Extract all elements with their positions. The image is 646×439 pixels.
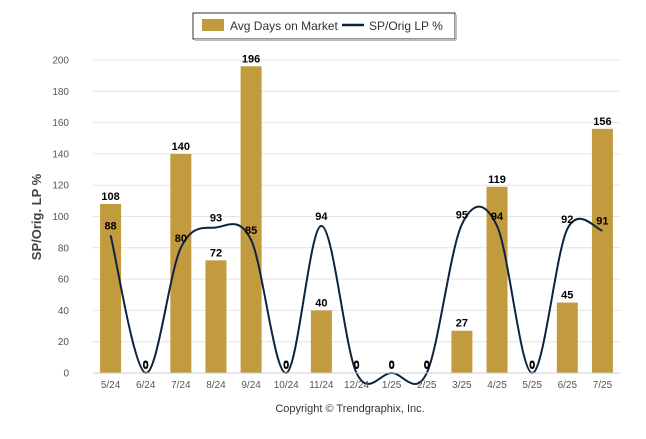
bars	[100, 66, 613, 373]
line-point-label: 94	[315, 211, 328, 223]
x-tick-label: 10/24	[274, 380, 299, 391]
bar-value-label: 0	[529, 360, 535, 372]
bar-7/24	[170, 153, 192, 373]
bar-value-label: 108	[101, 191, 119, 203]
line-point-label: 88	[104, 220, 116, 232]
x-tick-label: 9/24	[241, 380, 261, 391]
line-point-label: 0	[353, 359, 359, 371]
bar-6/25	[556, 302, 578, 373]
y-tick-label: 140	[52, 149, 69, 160]
bar-7/25	[591, 128, 613, 373]
y-tick-label: 200	[52, 56, 69, 67]
y-tick-label: 80	[58, 243, 70, 254]
bar-value-label: 0	[353, 360, 359, 372]
bar-3/25	[451, 330, 473, 373]
x-tick-label: 4/25	[487, 380, 507, 391]
y-tick-label: 0	[63, 369, 69, 380]
line-point-label: 80	[175, 233, 187, 245]
bar-value-label: 0	[283, 360, 289, 372]
line-point-label: 0	[283, 359, 289, 371]
y-axis-title: SP/Orig. LP %	[29, 173, 44, 260]
bar-value-label: 45	[561, 290, 573, 302]
legend-bar-swatch	[202, 19, 224, 31]
bar-value-label: 40	[315, 297, 327, 309]
bar-value-label: 0	[389, 360, 395, 372]
line-series	[109, 205, 603, 385]
legend-line-label: SP/Orig LP %	[369, 19, 443, 33]
axes: 0 20 40 60 80 100 120 140 160 180 200 5/24 6/24 7/24 8…	[52, 56, 620, 391]
line-point-label: 85	[245, 225, 257, 237]
x-tick-label: 5/25	[522, 380, 542, 391]
x-tick-label: 5/24	[101, 380, 121, 391]
legend-bar-label: Avg Days on Market	[230, 19, 338, 33]
line-point-label: 91	[596, 216, 608, 228]
y-tick-label: 120	[52, 181, 69, 192]
bar-value-label: 72	[210, 247, 222, 259]
line-point-label: 92	[561, 214, 573, 226]
bar-value-label: 196	[242, 53, 260, 65]
x-tick-label: 7/25	[593, 380, 613, 391]
x-tick-label: 8/24	[206, 380, 226, 391]
bar-value-label: 0	[143, 360, 149, 372]
x-tick-label: 1/25	[382, 380, 402, 391]
line-point-label: 93	[210, 212, 222, 224]
line-point-label: 94	[491, 211, 504, 223]
y-tick-label: 20	[58, 337, 70, 348]
x-tick-label: 12/24	[344, 380, 369, 391]
line-point-label: 0	[529, 359, 535, 371]
x-tick-label: 11/24	[309, 380, 334, 391]
x-tick-label: 6/25	[558, 380, 578, 391]
bar-8/24	[205, 260, 227, 373]
x-tick-label: 3/25	[452, 380, 472, 391]
bar-value-label: 140	[172, 141, 190, 153]
bar-5/24	[100, 203, 122, 373]
bar-value-label: 156	[593, 116, 611, 128]
bar-11/24	[310, 310, 332, 373]
y-tick-label: 160	[52, 118, 69, 129]
legend: Avg Days on Market SP/Orig LP %	[192, 12, 457, 41]
y-tick-label: 180	[52, 87, 69, 98]
line-point-label: 0	[424, 359, 430, 371]
line-point-label: 95	[456, 209, 468, 221]
y-tick-label: 40	[58, 306, 70, 317]
x-tick-label: 2/25	[417, 380, 437, 391]
x-tick-label: 7/24	[171, 380, 191, 391]
y-tick-label: 60	[58, 275, 70, 286]
bar-4/25	[486, 186, 508, 373]
line-point-label: 0	[143, 359, 149, 371]
line-point-label: 0	[389, 359, 395, 371]
bar-value-label: 27	[456, 318, 468, 330]
legend-box	[192, 12, 456, 40]
bar-9/24	[240, 66, 262, 373]
bar-value-label: 119	[488, 174, 506, 186]
bar-value-label: 0	[424, 360, 430, 372]
footer-copyright: Copyright © Trendgraphix, Inc.	[275, 403, 424, 415]
x-tick-label: 6/24	[136, 380, 156, 391]
y-tick-label: 100	[52, 212, 69, 223]
line-path	[109, 205, 603, 385]
